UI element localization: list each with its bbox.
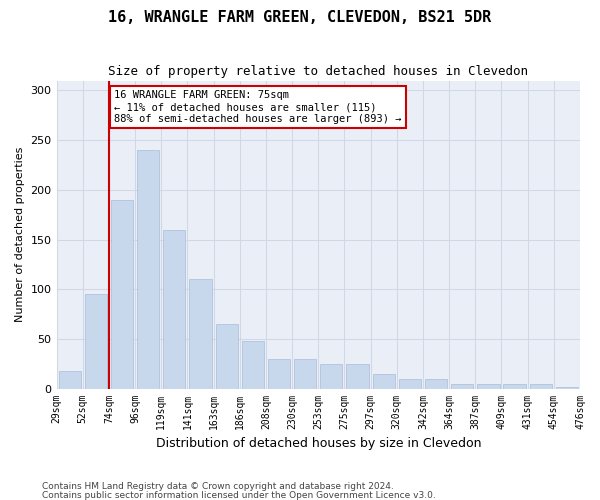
Bar bbox=[346, 364, 368, 388]
Bar bbox=[268, 358, 290, 388]
Bar bbox=[137, 150, 159, 388]
Bar bbox=[503, 384, 526, 388]
Bar bbox=[111, 200, 133, 388]
Y-axis label: Number of detached properties: Number of detached properties bbox=[15, 147, 25, 322]
X-axis label: Distribution of detached houses by size in Clevedon: Distribution of detached houses by size … bbox=[155, 437, 481, 450]
Text: Contains public sector information licensed under the Open Government Licence v3: Contains public sector information licen… bbox=[42, 490, 436, 500]
Bar bbox=[451, 384, 473, 388]
Bar bbox=[294, 358, 316, 388]
Bar bbox=[85, 294, 107, 388]
Bar bbox=[215, 324, 238, 388]
Bar bbox=[399, 378, 421, 388]
Bar bbox=[477, 384, 500, 388]
Text: 16, WRANGLE FARM GREEN, CLEVEDON, BS21 5DR: 16, WRANGLE FARM GREEN, CLEVEDON, BS21 5… bbox=[109, 10, 491, 25]
Text: Contains HM Land Registry data © Crown copyright and database right 2024.: Contains HM Land Registry data © Crown c… bbox=[42, 482, 394, 491]
Bar bbox=[190, 280, 212, 388]
Bar bbox=[373, 374, 395, 388]
Text: 16 WRANGLE FARM GREEN: 75sqm
← 11% of detached houses are smaller (115)
88% of s: 16 WRANGLE FARM GREEN: 75sqm ← 11% of de… bbox=[114, 90, 401, 124]
Title: Size of property relative to detached houses in Clevedon: Size of property relative to detached ho… bbox=[108, 65, 528, 78]
Bar bbox=[556, 386, 578, 388]
Bar bbox=[320, 364, 343, 388]
Bar bbox=[59, 370, 81, 388]
Bar bbox=[242, 341, 264, 388]
Bar bbox=[425, 378, 447, 388]
Bar bbox=[530, 384, 552, 388]
Bar bbox=[163, 230, 185, 388]
